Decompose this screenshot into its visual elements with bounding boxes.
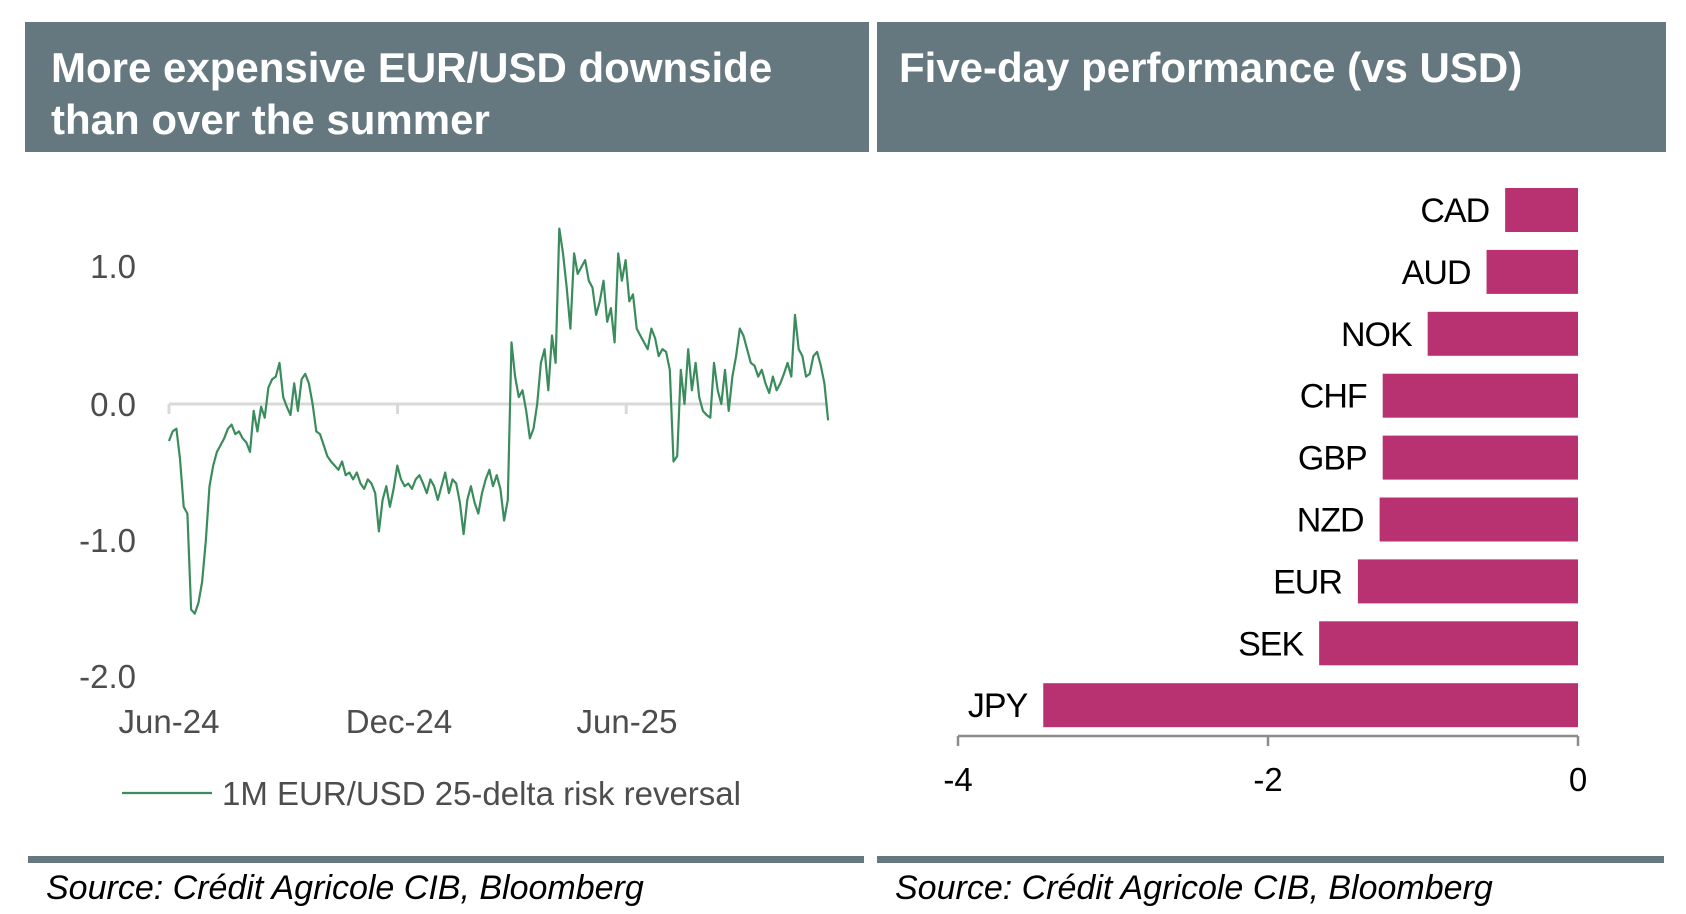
bar-nok	[1427, 311, 1578, 356]
right-footer-rule	[877, 856, 1664, 863]
x-axis	[167, 402, 829, 414]
bar-category-label: CHF	[1300, 378, 1367, 416]
bar-x-axis: -4 -2 0	[943, 734, 1587, 798]
y-axis-ticks: 1.0 0.0 -1.0 -2.0	[79, 248, 136, 695]
bar-axis-tick-label: -4	[943, 761, 972, 798]
bar-category-label: JPY	[968, 687, 1028, 725]
y-tick-label: 1.0	[90, 248, 136, 285]
x-axis-tick-labels: Jun-24 Dec-24 Jun-25	[119, 703, 678, 740]
line-chart: 1.0 0.0 -1.0 -2.0 Jun-24 Dec-24 Jun-25 1…	[79, 227, 830, 812]
x-tick-label: Jun-25	[577, 703, 678, 740]
y-tick-label: -2.0	[79, 658, 136, 695]
bar-category-label: NOK	[1341, 316, 1413, 354]
bar-category-label: AUD	[1402, 254, 1471, 292]
bar-chart: CAD AUD NOK CHF GBP NZD EUR SEK JPY -4 -2 0	[943, 188, 1587, 798]
right-chart-header: Five-day performance (vs USD)	[877, 22, 1666, 152]
bar-category-label: GBP	[1298, 440, 1367, 478]
bar-category-label: CAD	[1420, 192, 1489, 230]
left-chart-title-line2: than over the summer	[51, 96, 490, 143]
y-tick-label: -1.0	[79, 522, 136, 559]
left-footer-rule	[28, 856, 864, 863]
x-tick-label: Jun-24	[119, 703, 220, 740]
legend: 1M EUR/USD 25-delta risk reversal	[122, 775, 741, 812]
bar-eur	[1357, 559, 1578, 604]
right-chart-title: Five-day performance (vs USD)	[899, 44, 1523, 91]
left-source-note: Source: Crédit Agricole CIB, Bloomberg	[46, 869, 644, 907]
x-tick-label: Dec-24	[346, 703, 452, 740]
bar-nzd	[1379, 497, 1578, 542]
bar-chf	[1382, 373, 1578, 418]
y-tick-label: 0.0	[90, 386, 136, 423]
risk-reversal-line	[167, 227, 830, 615]
right-source-note: Source: Crédit Agricole CIB, Bloomberg	[895, 869, 1493, 907]
bar-sek	[1319, 621, 1578, 666]
bar-jpy	[1043, 683, 1578, 728]
bar-category-label: EUR	[1273, 563, 1342, 601]
bar-aud	[1486, 249, 1578, 294]
bars: CAD AUD NOK CHF GBP NZD EUR SEK JPY	[968, 188, 1578, 728]
left-chart-title-line1: More expensive EUR/USD downside	[51, 44, 773, 91]
bar-category-label: SEK	[1238, 625, 1304, 663]
bar-axis-tick-label: 0	[1569, 761, 1587, 798]
bar-category-label: NZD	[1297, 502, 1364, 540]
bar-cad	[1505, 188, 1578, 232]
left-chart-header: More expensive EUR/USD downside than ove…	[25, 22, 869, 152]
legend-label: 1M EUR/USD 25-delta risk reversal	[222, 775, 741, 812]
bar-gbp	[1382, 435, 1578, 480]
bar-axis-tick-label: -2	[1253, 761, 1282, 798]
